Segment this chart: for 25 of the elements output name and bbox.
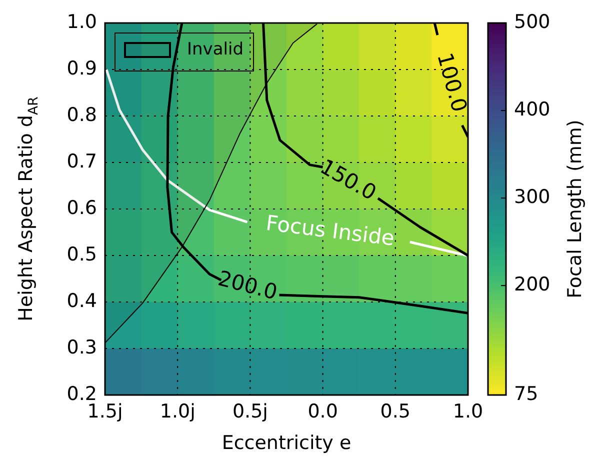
x-tick-label: 0.5j <box>232 400 268 422</box>
y-tick-label: 0.9 <box>66 57 97 80</box>
color-bar-label: 400 <box>514 98 550 120</box>
y-tick-label: 0.6 <box>66 196 97 219</box>
legend-label: Invalid <box>187 39 244 60</box>
color-bar-label: 200 <box>514 274 550 296</box>
y-tick-label: 0.5 <box>66 243 97 266</box>
x-tick-label: 0.5 <box>380 400 411 422</box>
annotation: 200.0 <box>216 266 280 304</box>
y-tick-label: 0.3 <box>66 336 97 358</box>
x-tick-label: 1.0 <box>452 400 484 422</box>
x-tick-label: 0.0 <box>308 400 338 422</box>
y-tick-label: 0.7 <box>66 150 97 172</box>
annotation: 100.0 <box>432 50 472 115</box>
y-tick-label: 0.4 <box>66 290 97 312</box>
color-bar-label: 300 <box>514 186 550 208</box>
annotation: Focus Inside <box>264 210 396 250</box>
x-tick-label: 1.0j <box>160 400 196 422</box>
color-bar-label: 500 <box>514 10 550 33</box>
color-bar-title: Focal Length (mm) <box>564 120 586 298</box>
x-axis-title: Eccentricity e <box>222 432 352 454</box>
y-tick-label: 0.8 <box>66 104 97 126</box>
y-axis-title: Height Aspect Ratio dAR <box>15 96 42 322</box>
color-bar-label: 75 <box>514 382 538 405</box>
y-tick-label: 1.0 <box>66 10 97 33</box>
